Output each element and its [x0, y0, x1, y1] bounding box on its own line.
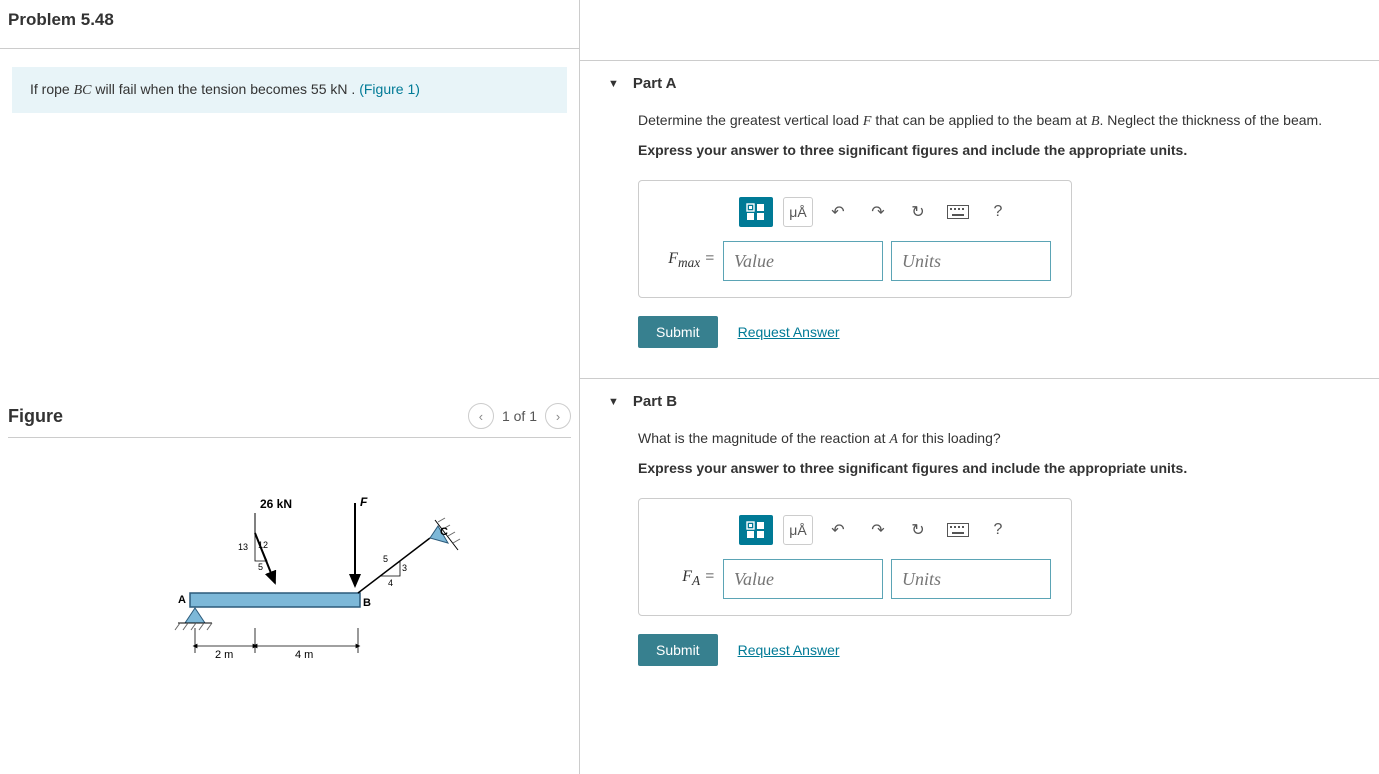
- reset-icon[interactable]: ↻: [903, 197, 933, 227]
- part-b-section: ▼ Part B What is the magnitude of the re…: [580, 378, 1379, 696]
- part-b-header[interactable]: ▼ Part B: [608, 393, 1379, 410]
- part-b-label: FA =: [659, 568, 715, 589]
- label-c: C: [440, 526, 448, 538]
- help-icon[interactable]: ?: [983, 197, 1013, 227]
- main-container: Problem 5.48 If rope BC will fail when t…: [0, 0, 1379, 774]
- qb-var-a: A: [889, 432, 898, 447]
- part-b-toolbar: μÅ ↶ ↷ ↻ ?: [739, 515, 1051, 545]
- special-chars-button[interactable]: μÅ: [783, 197, 813, 227]
- label-a: A: [178, 594, 186, 606]
- part-b-answer-box: μÅ ↶ ↷ ↻ ? FA =: [638, 498, 1072, 616]
- part-a-toolbar: μÅ ↶ ↷ ↻ ?: [739, 197, 1051, 227]
- undo-icon[interactable]: ↶: [823, 515, 853, 545]
- keyboard-icon[interactable]: [943, 197, 973, 227]
- qa-post: . Neglect the thickness of the beam.: [1100, 112, 1323, 128]
- part-b-body: What is the magnitude of the reaction at…: [608, 430, 1379, 666]
- templates-icon[interactable]: [739, 197, 773, 227]
- beam-rect: [190, 593, 360, 607]
- hatch: [453, 539, 460, 543]
- figure-diagram: A B 26 kN 13 12 5 F: [8, 468, 571, 668]
- figure-heading: Figure: [8, 406, 63, 427]
- beam-diagram-svg: A B 26 kN 13 12 5 F: [100, 468, 480, 668]
- qa-pre: Determine the greatest vertical load: [638, 112, 863, 128]
- qa-mid: that can be applied to the beam at: [871, 112, 1091, 128]
- part-a-units-input[interactable]: [891, 241, 1051, 281]
- qb-pre: What is the magnitude of the reaction at: [638, 430, 889, 446]
- intro-unit: kN: [330, 81, 347, 97]
- part-a-request-link[interactable]: Request Answer: [738, 324, 840, 340]
- part-a-instruction: Express your answer to three significant…: [638, 142, 1379, 158]
- part-b-instruction: Express your answer to three significant…: [638, 460, 1379, 476]
- part-a-submit-button[interactable]: Submit: [638, 316, 718, 348]
- part-a-submit-row: Submit Request Answer: [638, 316, 1379, 348]
- part-b-question: What is the magnitude of the reaction at…: [638, 430, 1379, 448]
- caret-down-icon: ▼: [608, 396, 619, 408]
- part-b-submit-button[interactable]: Submit: [638, 634, 718, 666]
- redo-icon[interactable]: ↷: [863, 197, 893, 227]
- part-a-question: Determine the greatest vertical load F t…: [638, 112, 1379, 130]
- tri1-hyp: 13: [238, 542, 248, 552]
- help-icon[interactable]: ?: [983, 515, 1013, 545]
- figure-link[interactable]: (Figure 1): [359, 81, 420, 97]
- hatch: [199, 623, 204, 630]
- hatch: [207, 623, 212, 630]
- problem-title: Problem 5.48: [8, 10, 571, 30]
- tri2-opp: 3: [402, 563, 407, 573]
- part-b-request-link[interactable]: Request Answer: [738, 642, 840, 658]
- undo-icon[interactable]: ↶: [823, 197, 853, 227]
- part-a-header[interactable]: ▼ Part A: [608, 75, 1379, 92]
- figure-prev-button[interactable]: ‹: [468, 403, 494, 429]
- qb-post: for this loading?: [898, 430, 1001, 446]
- special-chars-button[interactable]: μÅ: [783, 515, 813, 545]
- caret-down-icon: ▼: [608, 78, 619, 90]
- hatch: [175, 623, 180, 630]
- part-a-label: Fmax =: [659, 250, 715, 271]
- label-b: B: [363, 597, 371, 609]
- figure-section: Figure ‹ 1 of 1 ›: [0, 403, 579, 668]
- hatch: [448, 532, 455, 536]
- figure-nav-text: 1 of 1: [502, 408, 537, 424]
- support-a: [185, 608, 205, 623]
- figure-nav: ‹ 1 of 1 ›: [468, 403, 571, 429]
- redo-icon[interactable]: ↷: [863, 515, 893, 545]
- tri1-opp: 5: [258, 562, 263, 572]
- part-a-answer-box: μÅ ↶ ↷ ↻ ? Fmax =: [638, 180, 1072, 298]
- part-a-section: ▼ Part A Determine the greatest vertical…: [580, 60, 1379, 378]
- hatch: [183, 623, 188, 630]
- part-b-title: Part B: [633, 393, 677, 410]
- reset-icon[interactable]: ↻: [903, 515, 933, 545]
- part-b-answer-row: FA =: [659, 559, 1051, 599]
- intro-text-3: .: [348, 81, 360, 97]
- tri2-adj: 4: [388, 578, 393, 588]
- part-a-answer-row: Fmax =: [659, 241, 1051, 281]
- label-f: F: [360, 495, 368, 509]
- part-b-value-input[interactable]: [723, 559, 883, 599]
- intro-var-bc: BC: [74, 83, 92, 98]
- tri1-adj: 12: [258, 540, 268, 550]
- figure-header: Figure ‹ 1 of 1 ›: [8, 403, 571, 438]
- figure-next-button[interactable]: ›: [545, 403, 571, 429]
- part-a-body: Determine the greatest vertical load F t…: [608, 112, 1379, 348]
- part-a-title: Part A: [633, 75, 677, 92]
- problem-header: Problem 5.48: [0, 0, 579, 49]
- intro-text-2: will fail when the tension becomes 55: [91, 81, 330, 97]
- part-a-value-input[interactable]: [723, 241, 883, 281]
- left-panel: Problem 5.48 If rope BC will fail when t…: [0, 0, 580, 774]
- dim-4m-label: 4 m: [295, 649, 313, 661]
- tri2-hyp: 5: [383, 554, 388, 564]
- dim-2m-label: 2 m: [215, 649, 233, 661]
- templates-icon[interactable]: [739, 515, 773, 545]
- part-b-units-input[interactable]: [891, 559, 1051, 599]
- problem-intro: If rope BC will fail when the tension be…: [12, 67, 567, 113]
- intro-text-1: If rope: [30, 81, 74, 97]
- force-26-label: 26 kN: [260, 497, 292, 511]
- keyboard-icon[interactable]: [943, 515, 973, 545]
- right-panel: ▼ Part A Determine the greatest vertical…: [580, 0, 1379, 774]
- part-b-submit-row: Submit Request Answer: [638, 634, 1379, 666]
- qa-var-b: B: [1091, 114, 1100, 129]
- hatch: [438, 518, 445, 522]
